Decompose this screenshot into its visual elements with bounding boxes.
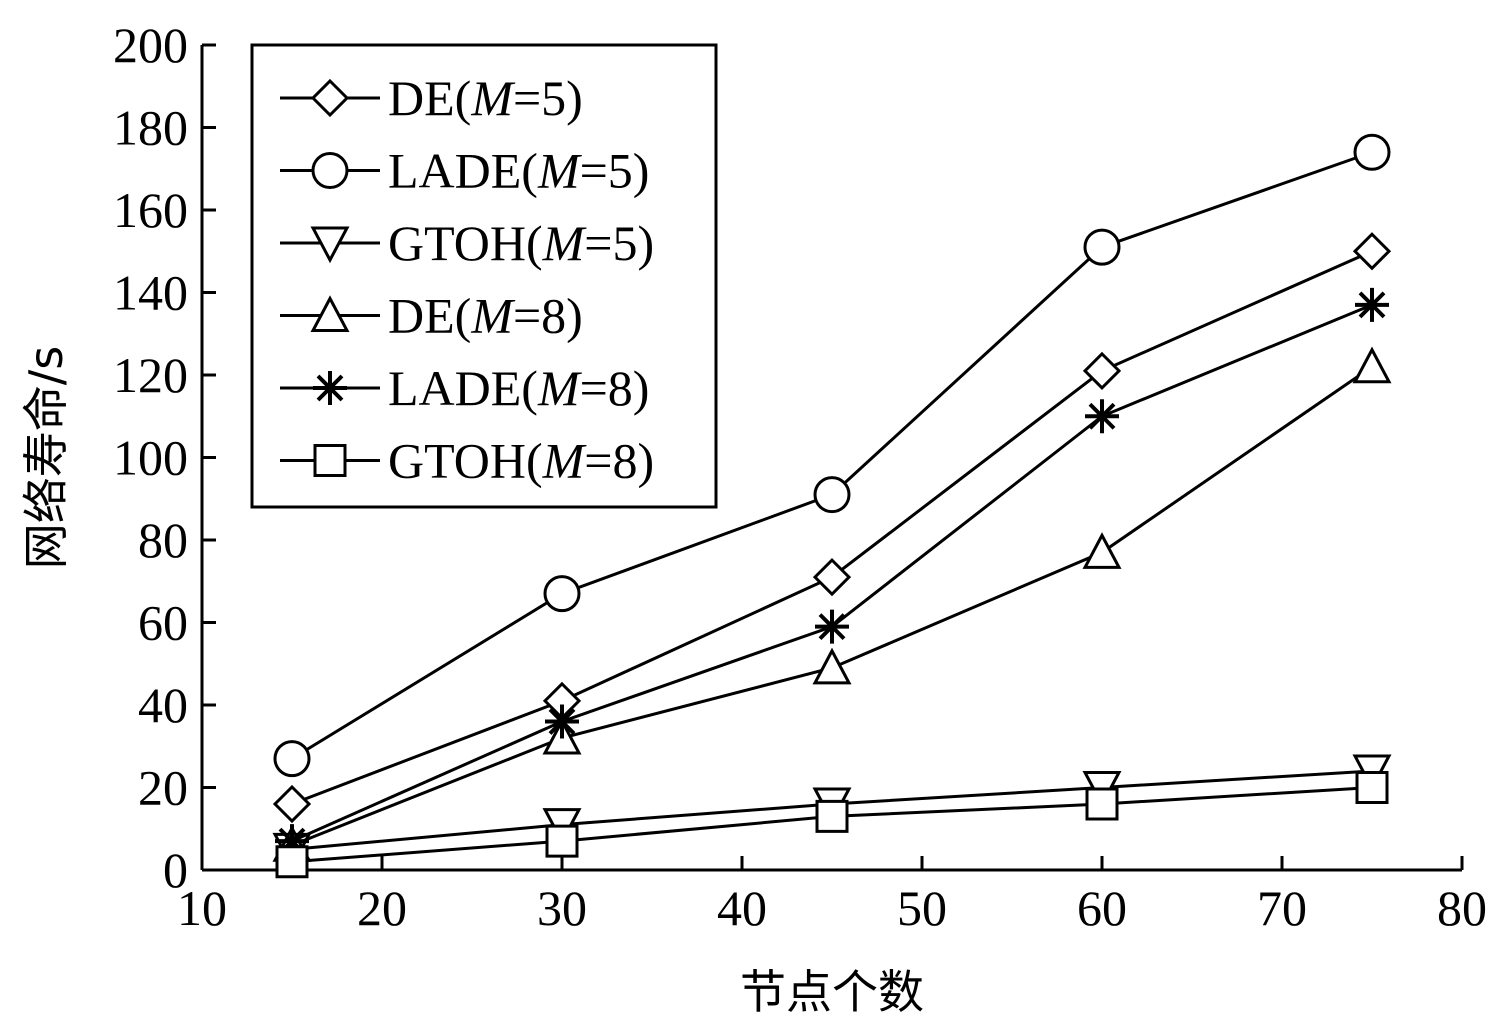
data-point	[545, 704, 579, 739]
legend-marker	[313, 371, 347, 405]
data-point	[1355, 287, 1389, 322]
data-point	[275, 824, 309, 859]
series-6	[275, 771, 1389, 879]
data-point	[272, 784, 312, 824]
legend-item: GTOH(M=5)	[280, 215, 654, 271]
legend-label-var: M	[537, 360, 582, 416]
data-point	[815, 799, 849, 833]
data-point	[1352, 232, 1392, 271]
data-point	[1353, 133, 1391, 171]
legend-label-prefix: DE(	[388, 70, 471, 126]
legend-label-prefix: LADE(	[388, 360, 538, 416]
legend-label: DE(M=5)	[388, 70, 583, 126]
y-tick-label: 180	[113, 100, 188, 156]
data-point	[543, 575, 581, 613]
series-1	[272, 232, 1392, 824]
legend-item: DE(M=5)	[280, 70, 583, 126]
legend: DE(M=5)LADE(M=5)GTOH(M=5)DE(M=8)LADE(M=8…	[250, 43, 718, 509]
legend-label-suffix: =8)	[584, 433, 654, 489]
legend-label-prefix: DE(	[388, 288, 471, 344]
data-point	[1085, 787, 1119, 821]
data-point	[812, 647, 852, 685]
legend-label-var: M	[470, 288, 515, 344]
x-tick-label: 70	[1257, 880, 1307, 936]
y-tick-label: 0	[163, 842, 188, 898]
legend-marker	[310, 295, 350, 332]
legend-label: LADE(M=8)	[388, 360, 649, 416]
data-point	[275, 845, 309, 879]
legend-label-suffix: =8)	[513, 288, 583, 344]
y-tick-label: 120	[113, 347, 188, 403]
series-layer	[272, 133, 1392, 879]
x-tick-label: 40	[717, 880, 767, 936]
y-tick-label: 100	[113, 430, 188, 486]
legend-label-suffix: =8)	[580, 360, 650, 416]
y-tick-label: 200	[113, 17, 188, 73]
legend-label-prefix: LADE(	[388, 143, 538, 199]
legend-marker	[310, 78, 350, 118]
data-point	[813, 476, 851, 514]
legend-item: DE(M=8)	[280, 288, 583, 344]
y-axis-title: 网络寿命/s	[19, 346, 73, 569]
x-tick-label: 30	[537, 880, 587, 936]
legend-label-prefix: GTOH(	[388, 215, 543, 271]
y-tick-label: 60	[138, 595, 188, 651]
data-point	[545, 824, 579, 858]
data-point	[1352, 346, 1392, 384]
legend-marker	[310, 226, 350, 264]
legend-item: LADE(M=5)	[280, 143, 649, 199]
x-tick-label: 60	[1077, 880, 1127, 936]
legend-label: GTOH(M=8)	[388, 433, 654, 489]
data-point	[815, 609, 849, 644]
legend-box	[250, 43, 718, 509]
data-point	[1083, 228, 1121, 266]
legend-label-var: M	[537, 143, 582, 199]
legend-label-var: M	[542, 215, 587, 271]
x-tick-label: 50	[897, 880, 947, 936]
data-point	[1082, 532, 1122, 569]
x-tick-label: 80	[1437, 880, 1487, 936]
legend-label: LADE(M=5)	[388, 143, 649, 199]
data-point	[1082, 351, 1122, 390]
data-point	[1355, 771, 1389, 804]
legend-label-suffix: =5)	[513, 70, 583, 126]
x-tick-label: 20	[357, 880, 407, 936]
legend-label-prefix: GTOH(	[388, 433, 543, 489]
y-tick-label: 20	[138, 760, 188, 816]
legend-label: GTOH(M=5)	[388, 215, 654, 271]
x-axis-title: 节点个数	[740, 965, 924, 1019]
legend-item: GTOH(M=8)	[280, 433, 654, 489]
data-point	[812, 558, 852, 597]
legend-label-var: M	[470, 70, 515, 126]
data-point	[273, 740, 311, 778]
y-tick-label: 40	[138, 677, 188, 733]
series-5	[275, 287, 1389, 859]
legend-marker	[311, 152, 349, 189]
legend-label-suffix: =5)	[580, 143, 650, 199]
x-tick-label: 10	[177, 880, 227, 936]
series-2	[273, 133, 1391, 778]
y-tick-label: 80	[138, 512, 188, 568]
y-tick-label: 140	[113, 265, 188, 321]
legend-marker	[313, 444, 347, 477]
legend-label-var: M	[542, 433, 587, 489]
legend-label: DE(M=8)	[388, 288, 583, 344]
legend-label-suffix: =5)	[584, 215, 654, 271]
data-point	[1085, 399, 1119, 434]
legend-item: LADE(M=8)	[280, 360, 649, 416]
axes: 0 20 40 60 80 100 120 140 160 180 200 10 20 30 40 50 60 7…	[113, 17, 1487, 936]
y-tick-label: 160	[113, 182, 188, 238]
